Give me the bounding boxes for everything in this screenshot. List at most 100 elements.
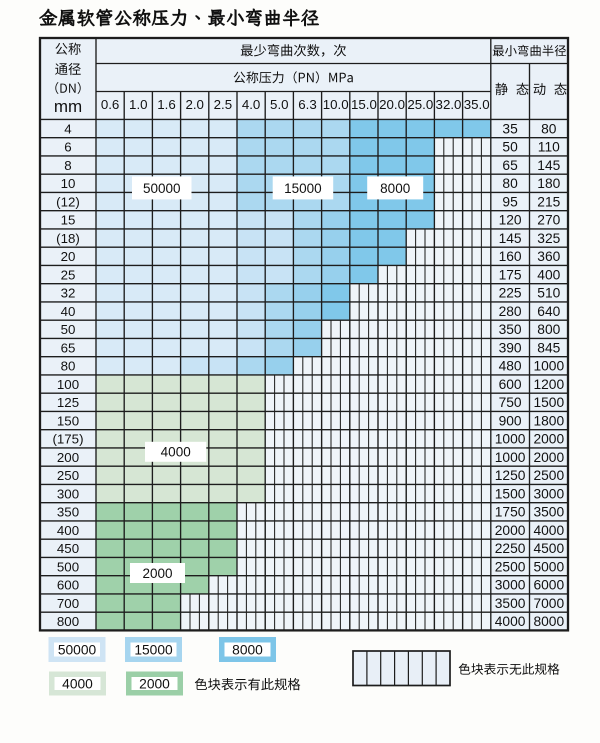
svg-text:2500: 2500 (495, 560, 526, 575)
svg-text:32.0: 32.0 (436, 97, 462, 112)
svg-text:80: 80 (61, 359, 76, 374)
svg-text:1200: 1200 (533, 377, 564, 392)
svg-text:6.3: 6.3 (298, 97, 317, 112)
svg-text:mm: mm (54, 97, 82, 116)
svg-text:35: 35 (502, 122, 518, 137)
svg-text:50: 50 (502, 140, 518, 155)
svg-text:4500: 4500 (533, 541, 564, 556)
svg-text:400: 400 (537, 268, 560, 283)
svg-text:225: 225 (499, 286, 522, 301)
svg-text:215: 215 (537, 195, 560, 210)
svg-text:2000: 2000 (142, 566, 172, 581)
svg-text:15: 15 (61, 213, 76, 228)
svg-text:(175): (175) (52, 432, 83, 447)
svg-text:1.0: 1.0 (129, 97, 148, 112)
svg-text:2000: 2000 (139, 676, 170, 691)
svg-text:5000: 5000 (533, 560, 564, 575)
svg-text:480: 480 (499, 359, 522, 374)
svg-text:1750: 1750 (495, 505, 526, 520)
svg-text:3000: 3000 (495, 578, 526, 593)
svg-text:2.0: 2.0 (185, 97, 204, 112)
svg-text:845: 845 (537, 341, 560, 356)
svg-text:2000: 2000 (533, 450, 564, 465)
svg-text:50: 50 (61, 322, 76, 337)
svg-text:390: 390 (499, 341, 522, 356)
svg-text:50000: 50000 (58, 642, 97, 657)
svg-text:1000: 1000 (495, 432, 526, 447)
svg-text:15000: 15000 (134, 642, 173, 657)
svg-text:1250: 1250 (495, 468, 526, 483)
svg-text:8: 8 (64, 158, 71, 173)
svg-text:600: 600 (499, 377, 522, 392)
svg-text:125: 125 (57, 395, 79, 410)
svg-text:100: 100 (57, 377, 79, 392)
svg-text:2000: 2000 (533, 432, 564, 447)
svg-text:15.0: 15.0 (351, 97, 377, 112)
svg-text:400: 400 (57, 523, 79, 538)
svg-text:700: 700 (57, 596, 79, 611)
svg-text:300: 300 (57, 487, 79, 502)
svg-text:175: 175 (499, 268, 522, 283)
svg-text:250: 250 (57, 468, 79, 483)
svg-text:4.0: 4.0 (242, 97, 261, 112)
svg-text:95: 95 (502, 195, 518, 210)
svg-text:1500: 1500 (533, 395, 564, 410)
svg-text:600: 600 (57, 578, 79, 593)
svg-text:6000: 6000 (533, 578, 564, 593)
svg-text:5.0: 5.0 (270, 97, 289, 112)
svg-text:25.0: 25.0 (407, 97, 433, 112)
svg-text:325: 325 (537, 231, 560, 246)
svg-text:8000: 8000 (232, 642, 263, 657)
svg-text:1500: 1500 (495, 487, 526, 502)
svg-text:6: 6 (64, 140, 71, 155)
svg-text:180: 180 (537, 176, 560, 191)
svg-text:640: 640 (537, 304, 560, 319)
svg-text:1000: 1000 (533, 359, 564, 374)
svg-text:65: 65 (61, 341, 76, 356)
svg-text:2250: 2250 (495, 541, 526, 556)
svg-text:20.0: 20.0 (379, 97, 405, 112)
svg-text:10: 10 (61, 176, 76, 191)
svg-text:2.5: 2.5 (214, 97, 233, 112)
svg-text:15000: 15000 (284, 181, 322, 196)
svg-text:800: 800 (537, 322, 560, 337)
svg-text:3500: 3500 (495, 596, 526, 611)
svg-text:0.6: 0.6 (101, 97, 120, 112)
svg-text:450: 450 (57, 541, 79, 556)
svg-text:800: 800 (57, 614, 79, 629)
svg-text:32: 32 (61, 286, 76, 301)
svg-text:4000: 4000 (533, 523, 564, 538)
svg-text:1000: 1000 (495, 450, 526, 465)
svg-text:80: 80 (541, 122, 557, 137)
svg-text:4: 4 (64, 122, 71, 137)
svg-text:4000: 4000 (161, 445, 191, 460)
svg-text:1.6: 1.6 (157, 97, 176, 112)
svg-text:25: 25 (61, 268, 76, 283)
svg-text:40: 40 (61, 304, 76, 319)
svg-text:200: 200 (57, 450, 79, 465)
svg-text:2500: 2500 (533, 468, 564, 483)
svg-text:4000: 4000 (62, 676, 93, 691)
svg-text:3500: 3500 (533, 505, 564, 520)
svg-text:8000: 8000 (533, 614, 564, 629)
svg-text:2000: 2000 (495, 523, 526, 538)
svg-text:3000: 3000 (533, 487, 564, 502)
svg-text:510: 510 (537, 286, 560, 301)
svg-text:280: 280 (499, 304, 522, 319)
svg-text:4000: 4000 (495, 614, 526, 629)
svg-text:145: 145 (499, 231, 522, 246)
svg-text:500: 500 (57, 560, 79, 575)
svg-text:50000: 50000 (143, 181, 181, 196)
svg-text:65: 65 (502, 158, 518, 173)
svg-text:120: 120 (499, 213, 522, 228)
svg-text:750: 750 (499, 395, 522, 410)
svg-text:20: 20 (61, 249, 76, 264)
svg-text:350: 350 (499, 322, 522, 337)
svg-text:145: 145 (537, 158, 560, 173)
svg-text:160: 160 (499, 249, 522, 264)
svg-text:10.0: 10.0 (323, 97, 349, 112)
svg-text:350: 350 (57, 505, 79, 520)
svg-text:110: 110 (538, 140, 560, 155)
svg-text:(18): (18) (56, 231, 80, 246)
svg-text:900: 900 (499, 414, 522, 429)
